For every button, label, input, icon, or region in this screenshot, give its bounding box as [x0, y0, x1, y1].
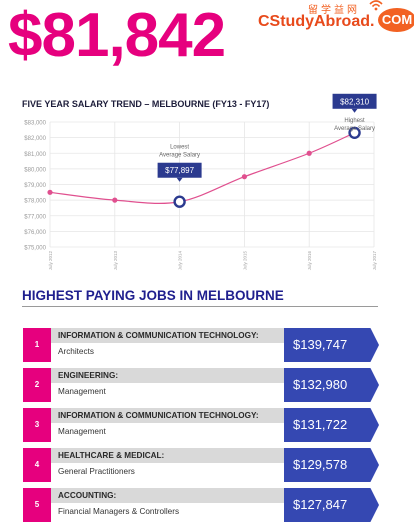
y-tick-label: $83,000 [24, 121, 46, 127]
salary-trend-chart: $83,000 $82,000 $81,000 $80,000 $79,000 $78,0… [24, 93, 377, 271]
highlight-point [173, 195, 186, 208]
job-salary: $131,722 [284, 408, 379, 442]
job-role: Management [58, 427, 106, 436]
headline-salary: $81,842 [8, 1, 226, 70]
job-row: 5 ACCOUNTING: Financial Managers & Control… [23, 488, 379, 522]
watermark-logo: 留学益网 CStudyAbroad. COM [258, 0, 414, 36]
point-note-line1: Lowest [170, 145, 189, 151]
jobs-section-title: HIGHEST PAYING JOBS IN MELBOURNE [22, 288, 284, 303]
value-label-box [157, 162, 202, 178]
data-point [241, 174, 247, 180]
job-role: General Practitioners [58, 467, 135, 476]
point-note-line1: Highest [344, 118, 365, 124]
y-tick-label: $81,000 [24, 152, 46, 158]
y-tick-label: $75,000 [24, 246, 46, 252]
job-rank: 2 [23, 368, 51, 402]
job-rank: 3 [23, 408, 51, 442]
job-rank: 1 [23, 328, 51, 362]
chart-title: FIVE YEAR SALARY TREND – MELBOURNE (FY13… [22, 99, 270, 109]
y-tick-label: $79,000 [24, 183, 46, 189]
job-category: INFORMATION & COMMUNICATION TECHNOLOGY: [51, 328, 301, 343]
y-tick-label: $78,000 [24, 199, 46, 205]
value-label-pointer [351, 108, 358, 113]
data-point [306, 150, 312, 156]
x-tick-label: July 2017 [372, 251, 377, 271]
job-salary: $129,578 [284, 448, 379, 482]
point-note-line2: Average Salary [159, 153, 200, 159]
value-label: $77,897 [165, 166, 194, 175]
job-category: ACCOUNTING: [51, 488, 301, 503]
watermark-main-text: CStudyAbroad. [258, 13, 375, 30]
job-row: 4 HEALTHCARE & MEDICAL: General Practition… [23, 448, 379, 482]
x-tick-label: July 2012 [48, 251, 53, 271]
job-category: INFORMATION & COMMUNICATION TECHNOLOGY: [51, 408, 301, 423]
value-label: $82,310 [340, 97, 369, 106]
x-tick-label: July 2015 [242, 251, 247, 271]
highlight-point [348, 126, 361, 139]
jobs-title-divider [22, 306, 378, 307]
point-note-line2: Average Salary [334, 126, 375, 132]
job-row: 2 ENGINEERING: Management $132,980 [23, 368, 379, 402]
data-point [112, 197, 118, 203]
x-tick-label: July 2013 [113, 251, 118, 271]
value-label-box [332, 93, 377, 109]
wifi-icon [369, 0, 383, 11]
job-salary: $139,747 [284, 328, 379, 362]
job-rank: 5 [23, 488, 51, 522]
job-role: Architects [58, 347, 94, 356]
watermark-com-badge: COM [378, 8, 414, 32]
job-role: Management [58, 387, 106, 396]
y-tick-label: $82,000 [24, 136, 46, 142]
data-point [47, 189, 53, 195]
job-rank: 4 [23, 448, 51, 482]
value-label-pointer [176, 177, 183, 182]
watermark-chinese-text: 留学益网 [308, 5, 360, 16]
job-salary: $127,847 [284, 488, 379, 522]
job-category: ENGINEERING: [51, 368, 301, 383]
job-row: 1 INFORMATION & COMMUNICATION TECHNOLOGY:… [23, 328, 379, 362]
job-salary: $132,980 [284, 368, 379, 402]
y-tick-label: $80,000 [24, 167, 46, 173]
y-tick-label: $77,000 [24, 214, 46, 220]
job-category: HEALTHCARE & MEDICAL: [51, 448, 301, 463]
job-row: 3 INFORMATION & COMMUNICATION TECHNOLOGY:… [23, 408, 379, 442]
x-tick-label: July 2016 [307, 251, 312, 271]
job-role: Financial Managers & Controllers [58, 507, 180, 516]
x-tick-label: July 2014 [178, 251, 183, 271]
y-tick-label: $76,000 [24, 230, 46, 236]
